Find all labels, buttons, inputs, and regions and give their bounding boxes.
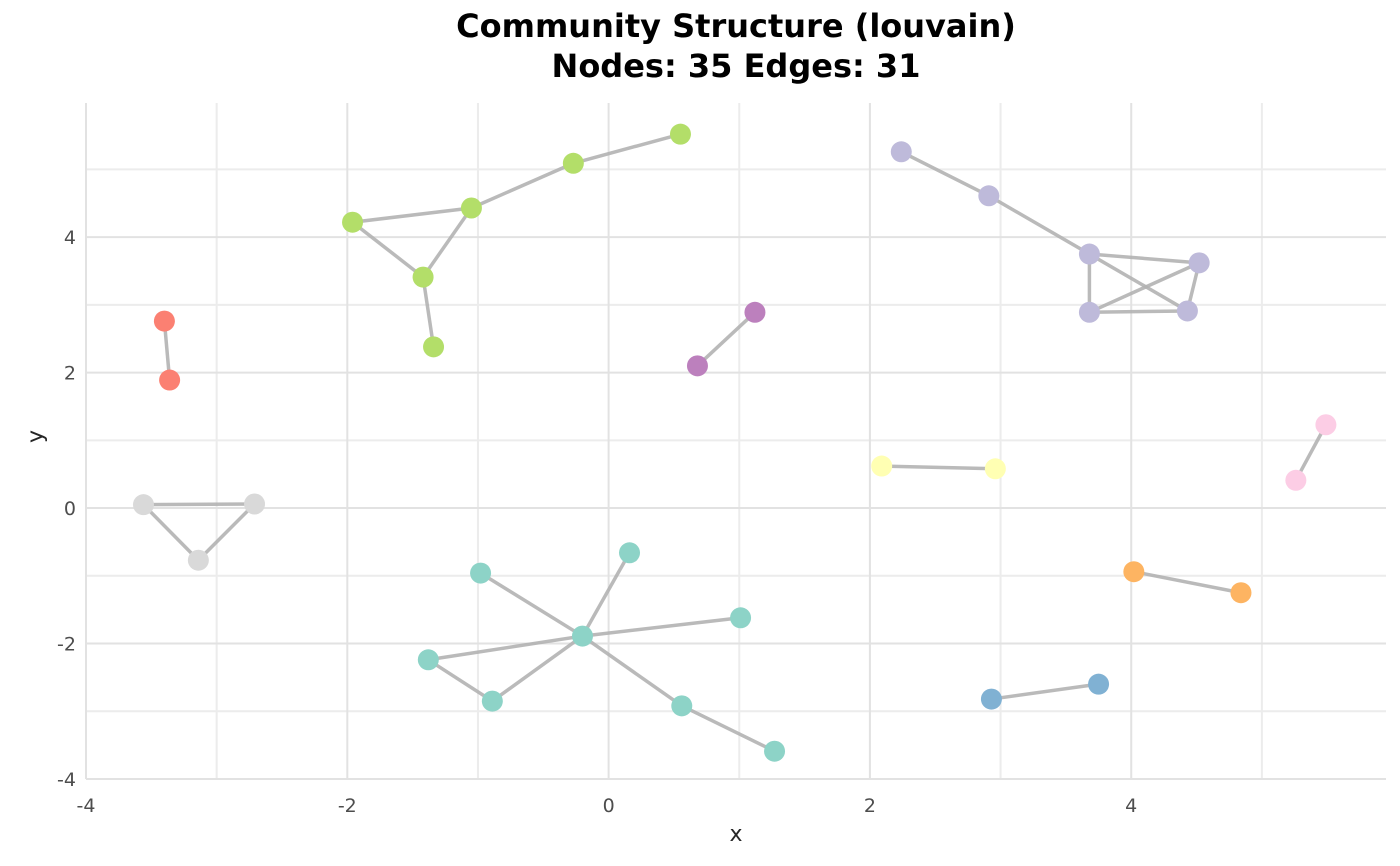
graph-edge bbox=[696, 311, 757, 368]
graph-edge bbox=[470, 161, 575, 210]
graph-node-community-3-gray bbox=[244, 493, 266, 515]
graph-edge bbox=[421, 276, 436, 348]
graph-edge bbox=[421, 206, 473, 279]
y-axis-label: y bbox=[23, 429, 49, 444]
x-tick-label: 2 bbox=[864, 795, 876, 817]
graph-node-community-1-purple bbox=[686, 355, 708, 377]
graph-edge bbox=[1088, 261, 1200, 314]
graph-edge bbox=[1089, 252, 1200, 265]
graph-edge bbox=[1088, 252, 1189, 313]
chart-title: Community Structure (louvain) bbox=[456, 7, 1016, 45]
graph-edge bbox=[991, 682, 1099, 701]
chart-subtitle: Nodes: 35 Edges: 31 bbox=[551, 47, 921, 85]
graph-edge bbox=[428, 634, 583, 662]
graph-node-community-2-salmon bbox=[153, 310, 175, 332]
graph-edge bbox=[143, 502, 255, 507]
graph-node-community-9-pink bbox=[1315, 414, 1337, 436]
graph-node-community-0-green bbox=[412, 266, 434, 288]
graph-node-community-1-purple bbox=[744, 301, 766, 323]
graph-node-community-3-gray bbox=[132, 494, 154, 516]
graph-edge bbox=[900, 150, 990, 198]
graph-node-community-0-green bbox=[342, 211, 364, 233]
graph-node-community-4-teal bbox=[481, 690, 503, 712]
graph-node-community-0-green bbox=[423, 336, 445, 358]
y-tick-label: -2 bbox=[57, 634, 76, 656]
graph-edge bbox=[427, 658, 494, 703]
graph-node-community-4-teal bbox=[470, 562, 492, 584]
graph-node-community-6-yellow bbox=[871, 455, 893, 477]
graph-node-community-7-orange bbox=[1123, 561, 1145, 583]
graph-node-community-7-orange bbox=[1230, 582, 1252, 604]
y-tick-label: 2 bbox=[64, 363, 76, 385]
graph-edge bbox=[580, 551, 632, 637]
graph-node-community-8-blue bbox=[980, 688, 1002, 710]
graph-node-community-9-pink bbox=[1285, 469, 1307, 491]
graph-node-community-8-blue bbox=[1088, 673, 1110, 695]
graph-node-community-3-gray bbox=[187, 549, 209, 571]
x-axis-label: x bbox=[729, 822, 743, 847]
graph-node-community-4-teal bbox=[730, 607, 752, 629]
graph-node-community-2-salmon bbox=[159, 369, 181, 391]
graph-node-community-4-teal bbox=[619, 542, 641, 564]
graph-edge bbox=[142, 503, 200, 562]
graph-node-community-5-lavender bbox=[1078, 301, 1100, 323]
graph-edge bbox=[881, 464, 996, 471]
graph-node-community-5-lavender bbox=[978, 185, 1000, 207]
graph-edge bbox=[581, 634, 683, 708]
graph-node-community-4-teal bbox=[417, 649, 439, 671]
graph-node-community-6-yellow bbox=[984, 458, 1006, 480]
y-tick-label: 4 bbox=[64, 227, 76, 249]
graph-node-community-4-teal bbox=[571, 625, 593, 647]
x-tick-label: 0 bbox=[603, 795, 615, 817]
graph-edge bbox=[1133, 570, 1242, 595]
graph-node-community-4-teal bbox=[671, 695, 693, 717]
graph-edge bbox=[351, 220, 425, 279]
title-block: Community Structure (louvain) Nodes: 35 … bbox=[86, 6, 1386, 86]
graph-node-community-0-green bbox=[562, 152, 584, 174]
graph-node-community-0-green bbox=[669, 123, 691, 145]
graph-edge bbox=[352, 206, 472, 224]
graph-edge bbox=[681, 704, 776, 753]
graph-node-community-5-lavender bbox=[1176, 300, 1198, 322]
y-tick-label: 0 bbox=[64, 498, 76, 520]
graph-edge bbox=[572, 132, 681, 165]
y-tick-label: -4 bbox=[57, 769, 76, 791]
graph-edge bbox=[479, 571, 584, 638]
graph-node-community-5-lavender bbox=[890, 141, 912, 163]
graph-edge bbox=[1294, 423, 1328, 482]
x-tick-label: 4 bbox=[1125, 795, 1137, 817]
graph-node-community-4-teal bbox=[764, 740, 786, 762]
graph-edge bbox=[491, 634, 584, 703]
graph-edge bbox=[582, 616, 741, 638]
x-tick-label: -4 bbox=[77, 795, 96, 817]
graph-node-community-5-lavender bbox=[1188, 252, 1210, 274]
graph-node-community-5-lavender bbox=[1078, 243, 1100, 265]
graph-edge bbox=[197, 502, 256, 562]
graph-node-community-0-green bbox=[460, 197, 482, 219]
x-tick-label: -2 bbox=[338, 795, 357, 817]
graph-edge bbox=[987, 194, 1091, 256]
graph-edge bbox=[1089, 309, 1188, 315]
